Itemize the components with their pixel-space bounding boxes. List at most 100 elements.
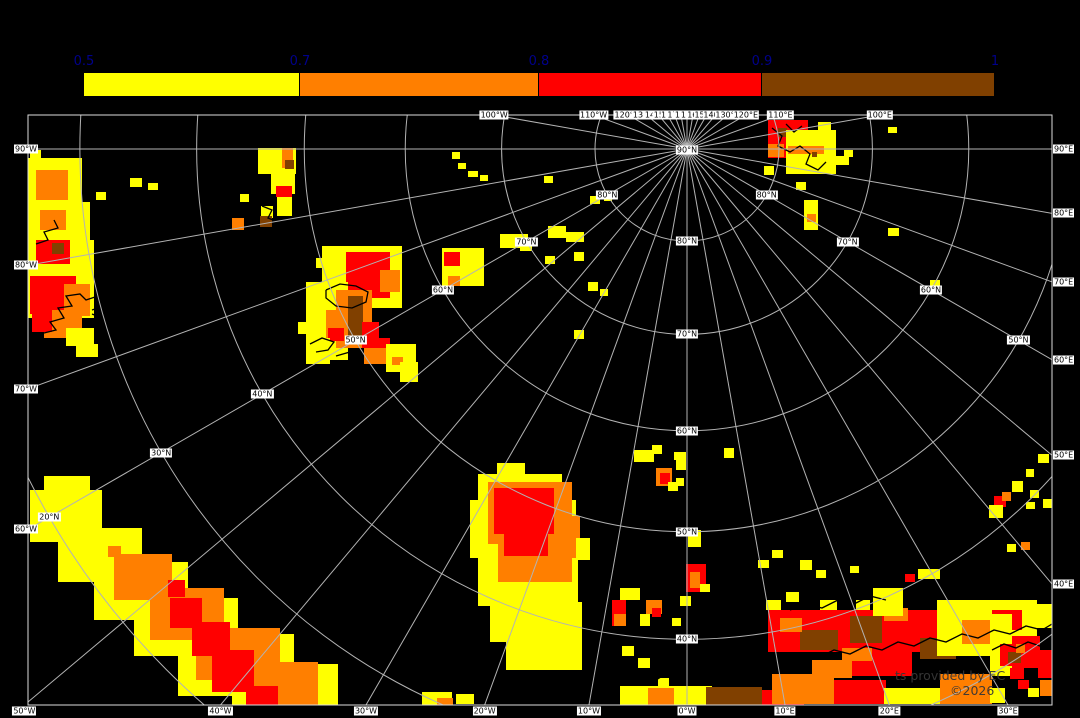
probability-cell [1040,680,1052,696]
probability-cell [468,171,478,177]
probability-cell [764,166,774,175]
meridian-line [365,148,688,705]
coastline [991,639,1052,651]
colorbar: 0.5 0.7 0.8 0.9 1 [0,0,1080,110]
latitude-label: 50°N [344,335,367,345]
probability-cell [850,566,859,573]
probability-cell [444,252,460,266]
probability-cell [490,602,582,642]
probability-cell [850,616,882,643]
meridian-edge-label: 90°E [1053,144,1075,154]
probability-cells [28,120,1052,705]
coastline [335,351,361,359]
probability-cell [758,560,769,568]
colorbar-tick-label: 0.8 [528,54,550,69]
probability-cell [818,122,831,132]
probability-cell [560,516,580,558]
latitude-label: 70°N [515,237,538,247]
probability-cell [884,688,942,704]
pole-label: 90°N [675,145,699,155]
probability-cell [590,196,600,204]
probability-cell [796,182,806,190]
meridian-edge-label: 80°W [14,260,39,270]
meridian-line [686,148,1052,283]
meridian-edge-label: 60°E [1053,355,1075,365]
watermark-line2: ©2026 [950,683,995,698]
probability-cell [842,648,872,661]
meridian-line [686,115,717,150]
meridian-line [686,115,708,150]
probability-cell [260,216,272,227]
colorbar-segment [762,73,994,96]
meridian-edge-label: 40°E [1053,579,1075,589]
meridian-edge-label: 60°W [14,524,39,534]
probability-cell [1007,544,1016,552]
meridian-edge-label: 80°E [1053,208,1075,218]
probability-cell [400,362,418,382]
probability-cell [437,698,453,705]
meridian-line [657,115,688,150]
probability-cell [772,550,783,558]
probability-cell [212,650,254,692]
probability-cell [652,608,661,617]
probability-cell [1002,492,1011,501]
probability-cell [680,596,691,606]
meridian-edge-label: 10°W [576,706,601,716]
meridian-edge-label: 40°W [208,706,233,716]
meridian-line [686,148,786,705]
latitude-label: 40°N [251,389,274,399]
probability-cell [844,150,853,157]
meridian-line [686,115,700,150]
meridian-edge-label: 70°E [1053,277,1075,287]
probability-cell [1026,469,1034,477]
probability-cell [1021,542,1030,550]
probability-cell [888,228,899,236]
probability-cell [448,276,460,286]
meridian-edge-label: 120°E [732,110,760,120]
probability-cell [690,572,700,588]
coastline [771,127,827,171]
meridian-line [588,148,688,705]
colorbar-tick-label: 0.9 [751,54,773,69]
meridian-edge-label: 110°W [578,110,609,120]
probability-cell [306,338,330,364]
meridian-line [686,115,782,150]
probability-cell [66,328,94,346]
watermark-line1: ts provided by EC [895,668,1006,683]
probability-cell [676,452,686,470]
probability-cell [282,148,293,168]
probability-cell [674,452,682,460]
probability-cell [544,176,553,183]
latitude-label: 60°N [431,285,455,295]
coastline [35,219,59,245]
meridian-edge-label: 100°W [479,110,509,120]
probability-cell [660,473,670,484]
probability-cell [504,530,548,556]
probability-cell [108,546,121,557]
colorbar-tick-label: 0.5 [73,54,95,69]
meridian-edge-label: 30°E [997,706,1019,716]
probability-cell [905,574,915,582]
probability-cell [834,680,886,704]
meridian-line [491,115,688,150]
probability-cell [807,214,816,222]
probability-cell [724,448,734,458]
latitude-label: 20°N [38,512,61,522]
probability-cell [348,296,363,340]
meridian-line [686,148,1052,585]
probability-cell [328,328,344,341]
meridian-edge-label: 130°E [714,110,741,120]
colorbar-segment [84,73,299,96]
latitude-label: 70°N [836,237,859,247]
probability-cell [672,618,681,626]
meridian-line [219,148,688,705]
colorbar-segment [539,73,761,96]
coastline [785,123,803,133]
probability-cell [130,178,142,187]
probability-cell [316,258,326,268]
meridian-edge-label: 50°E [1053,450,1075,460]
probability-cell [246,686,278,705]
meridian-line [28,148,688,703]
coastline [309,337,336,353]
